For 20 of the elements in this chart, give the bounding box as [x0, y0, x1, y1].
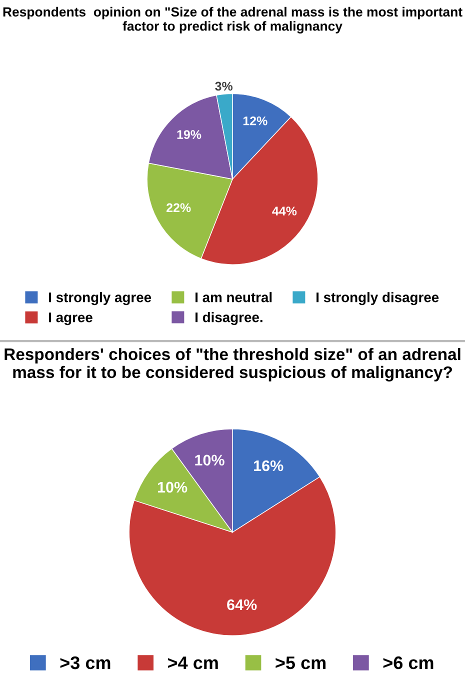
data-label: 12% [243, 116, 268, 126]
legend-label: I disagree. [196, 312, 262, 326]
legend-label: I am neutral [196, 292, 272, 302]
data-label: 3% [215, 82, 233, 91]
chart-title: Respondents opinion on "Size of the adrenal mass is the most important factor to predict risk of malignancy [3, 6, 462, 34]
data-label: 44% [272, 206, 297, 216]
legend-label: >4 cm [168, 656, 218, 670]
legend-label: I agree [49, 312, 92, 326]
chart-title: Responders' choices of "the threshold size" of an adrenal mass for it to be considered suspicious of malignancy? [4, 348, 460, 382]
legend-label: I strongly disagree [316, 292, 439, 306]
data-label: 22% [166, 203, 191, 212]
legend-label: >5 cm [276, 656, 326, 670]
legend-label: >3 cm [60, 656, 110, 670]
data-label: 64% [227, 599, 257, 610]
legend-label: I strongly agree [49, 292, 152, 306]
data-label: 10% [195, 454, 224, 466]
data-label: 19% [177, 130, 202, 139]
legend-label: >6 cm [383, 656, 434, 670]
data-label: 16% [254, 460, 284, 472]
data-label: 10% [158, 482, 188, 493]
